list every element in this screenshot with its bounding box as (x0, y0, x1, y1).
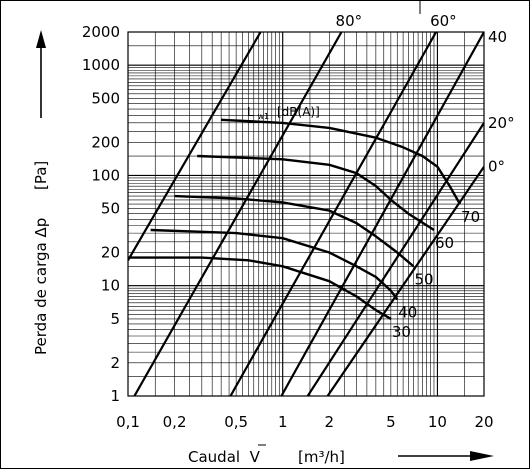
x-tick-label: 5 (386, 413, 396, 431)
sound-curve-label: 70 (461, 208, 480, 226)
x-tick-label: 0,5 (224, 413, 248, 431)
y-tick-label: 200 (91, 133, 120, 151)
y-tick-label: 1000 (82, 56, 120, 74)
y-axis-unit: [Pa] (32, 161, 50, 190)
y-tick-label: 1 (110, 387, 120, 405)
y-tick-label: 2 (110, 354, 120, 372)
y-tick-labels: 1 2 5 10 20 50 100 200 500 1000 2000 (82, 23, 120, 405)
y-tick-label: 2000 (82, 23, 120, 41)
y-axis-title: Perda de carga Δp [Pa] (32, 30, 50, 355)
sound-curve-label: 30 (392, 323, 411, 341)
curve-annotation: L w1 [dB(A)] (247, 105, 320, 122)
x-tick-label: 1 (278, 413, 288, 431)
valve-line (280, 32, 484, 396)
valve-line-label: 40 (488, 28, 507, 46)
y-axis-arrow-head (36, 30, 46, 48)
annotation-symbol: L (247, 105, 254, 119)
x-tick-label: 0,1 (116, 413, 140, 431)
x-axis-label: Caudal V (188, 448, 261, 466)
valve-line (229, 32, 438, 396)
annotation-subscript: w1 (258, 112, 270, 121)
x-axis-arrow-head (470, 451, 494, 461)
y-tick-label: 20 (101, 244, 120, 262)
y-tick-label: 500 (91, 89, 120, 107)
valve-line-label: 20° (488, 114, 515, 132)
valve-line (128, 32, 262, 261)
sound-curve (128, 256, 392, 320)
x-axis-title: Caudal V [m³/h] (188, 444, 494, 466)
sound-curve (174, 194, 415, 268)
x-tick-labels: 0,1 0,2 0,5 1 2 5 10 20 (116, 413, 493, 431)
valve-line-label: 0° (488, 158, 505, 176)
x-tick-label: 20 (474, 413, 493, 431)
y-axis-label: Perda de carga Δp (32, 218, 50, 355)
valve-line-label: 80° (336, 12, 363, 30)
plot-area-border (127, 31, 485, 397)
valve-line (326, 166, 484, 396)
x-tick-label: 0,2 (163, 413, 187, 431)
y-tick-label: 50 (101, 200, 120, 218)
sound-curve (221, 118, 462, 205)
valve-labels: 80° 60° 40 20° 0° (336, 12, 515, 176)
sound-curve-label: 40 (398, 304, 417, 322)
minor-grid (127, 31, 485, 397)
y-tick-label: 100 (91, 166, 120, 184)
annotation-unit: [dB(A)] (277, 105, 320, 119)
sound-curves (128, 118, 462, 320)
sound-curve-label: 50 (414, 270, 433, 288)
sound-curve (150, 228, 399, 301)
x-tick-label: 10 (428, 413, 447, 431)
valve-lines (128, 32, 484, 396)
valve-line-label: 60° (430, 12, 457, 30)
sound-curve-label: 60 (435, 234, 454, 252)
major-grid (128, 32, 484, 396)
x-axis-unit: [m³/h] (298, 448, 345, 466)
y-tick-label: 5 (110, 310, 120, 328)
x-tick-label: 2 (325, 413, 335, 431)
svg-text:L w1 [dB(A)]: L w1 [dB(A)] (247, 105, 320, 122)
sound-curve (197, 154, 435, 232)
valve-line (306, 122, 484, 396)
y-tick-label: 10 (101, 277, 120, 295)
valve-line (133, 32, 343, 396)
